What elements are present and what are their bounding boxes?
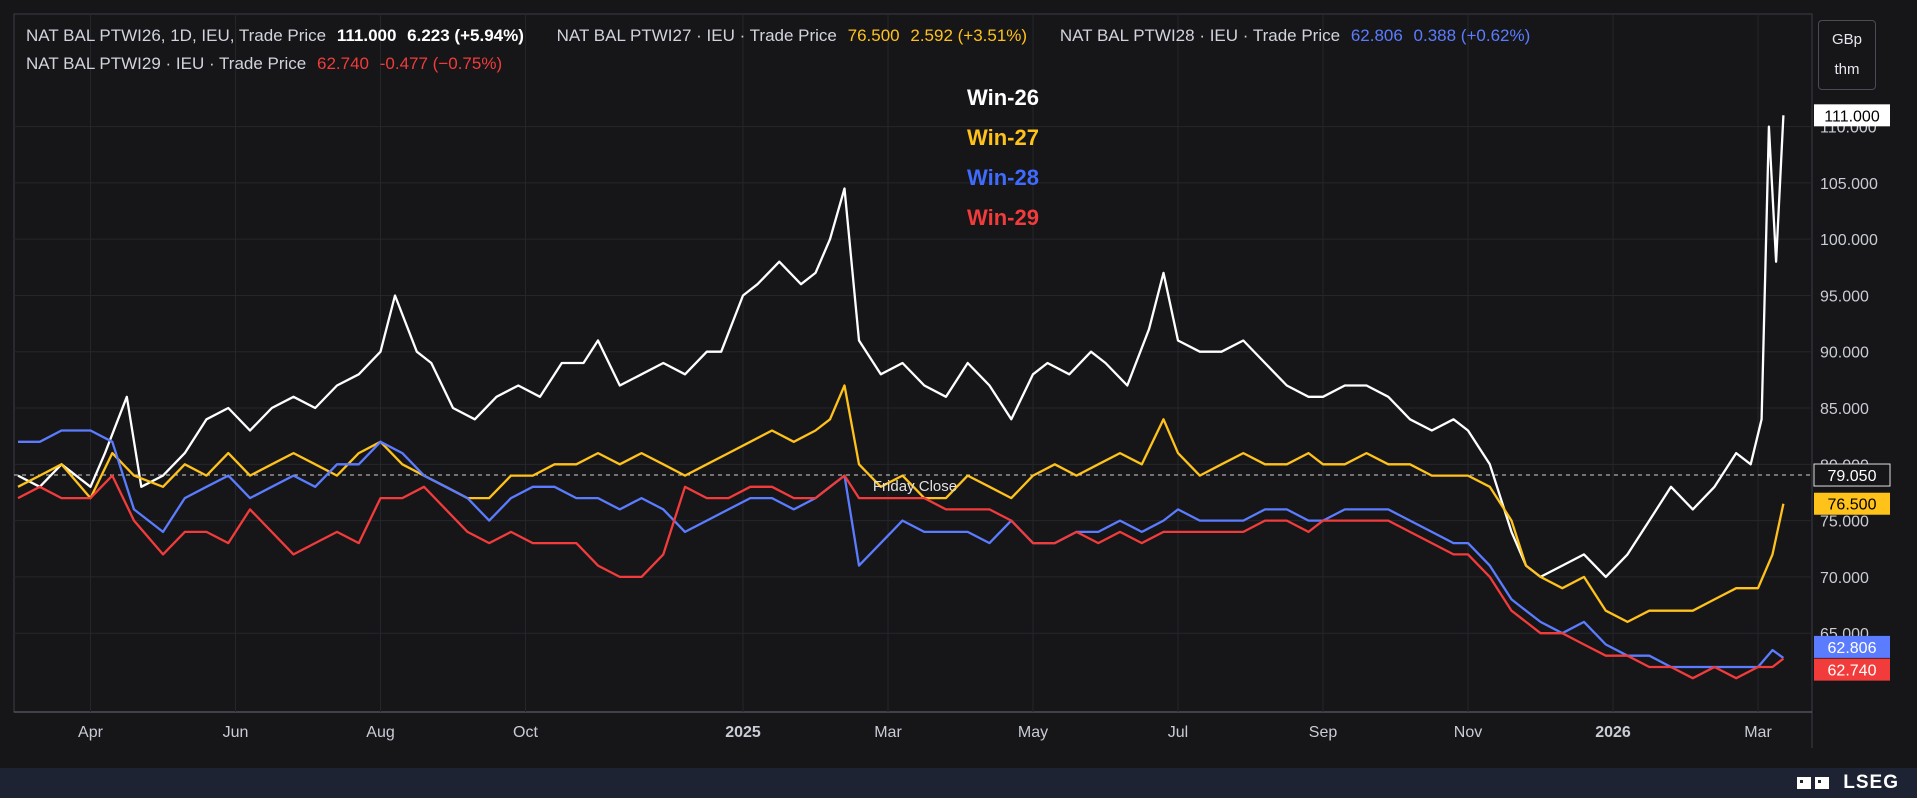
- x-tick-label: Sep: [1309, 724, 1338, 741]
- reference-price-tag: [1813, 463, 1891, 487]
- last-price-tag-win-27: [1814, 492, 1890, 515]
- plot-area-border: [13, 13, 1813, 713]
- x-tick-label: Jun: [223, 724, 249, 741]
- y-tick-label: 70.000: [1820, 570, 1869, 587]
- lseg-lion-icon: [1797, 777, 1830, 789]
- series-header-row-1: NAT BAL PTWI26, 1D, IEU, Trade Price 111…: [26, 26, 1536, 46]
- brand-logo: LSEG: [1795, 772, 1899, 794]
- x-tick-label: Mar: [1744, 724, 1772, 741]
- last-price-label-win-26: 111.000: [1824, 108, 1880, 125]
- series-line-win-27[interactable]: [17, 384, 1785, 624]
- last-price-tag-win-29: [1814, 658, 1890, 681]
- legend-item-win-27: Win-27: [967, 125, 1039, 150]
- y-tick-label: 90.000: [1820, 345, 1869, 362]
- series-line-win-26[interactable]: [17, 115, 1785, 579]
- x-tick-label: Nov: [1454, 724, 1482, 741]
- y-tick-label: 85.000: [1820, 401, 1869, 418]
- legend-item-win-28: Win-28: [967, 165, 1039, 190]
- last-price-tag-win-26: [1814, 104, 1890, 127]
- series-header-win29-name: NAT BAL PTWI29 · IEU · Trade Price: [26, 54, 307, 73]
- x-tick-label: May: [1018, 724, 1048, 741]
- series-header-win28-name: NAT BAL PTWI28 · IEU · Trade Price: [1059, 26, 1341, 45]
- x-tick-label: Aug: [366, 724, 394, 741]
- last-price-label-win-29: 62.740: [1828, 663, 1877, 680]
- series-header-win27-change: 2.592 (+3.51%): [910, 26, 1028, 45]
- friday-close-annotation: Friday Close: [873, 478, 957, 495]
- y-tick-label: 100.000: [1820, 232, 1878, 249]
- brand-name: LSEG: [1843, 772, 1899, 793]
- last-price-label-win-28: 62.806: [1828, 640, 1877, 657]
- last-price-label-win-27: 76.500: [1828, 497, 1877, 514]
- series-line-win-29[interactable]: [17, 474, 1785, 680]
- x-tick-label: Oct: [513, 724, 538, 741]
- legend-item-win-29: Win-29: [967, 205, 1039, 230]
- currency-unit-button[interactable]: GBp thm: [1818, 20, 1876, 90]
- reference-price-label: 79.050: [1828, 468, 1877, 485]
- series-line-win-28[interactable]: [18, 429, 1785, 669]
- series-header-win28-last: 62.806: [1350, 26, 1403, 45]
- x-tick-label: 2026: [1595, 724, 1631, 741]
- series-header-win26-name: NAT BAL PTWI26, 1D, IEU, Trade Price: [26, 26, 327, 45]
- x-tick-label: Jul: [1168, 724, 1188, 741]
- series-header-win28-change: 0.388 (+0.62%): [1413, 26, 1531, 45]
- last-price-tag-win-28: [1814, 635, 1890, 658]
- x-tick-label: Mar: [874, 724, 902, 741]
- unit-currency-label: GBp: [1831, 31, 1862, 48]
- legend-item-win-26: Win-26: [967, 85, 1039, 110]
- x-tick-label: Apr: [78, 724, 104, 741]
- series-header-win29-last: 62.740: [317, 54, 369, 73]
- footer-bar: LSEG: [0, 768, 1917, 798]
- y-tick-label: 95.000: [1820, 288, 1869, 305]
- price-chart[interactable]: 65.00070.00075.00080.00085.00090.00095.0…: [0, 0, 1917, 768]
- unit-measure-label: thm: [1834, 61, 1860, 78]
- series-header-win29-change: -0.477 (−0.75%): [379, 54, 503, 73]
- series-header-win26-last: 111.000: [336, 26, 397, 45]
- series-header-win26-change: 6.223 (+5.94%): [407, 26, 524, 45]
- series-header-win27-name: NAT BAL PTWI27 · IEU · Trade Price: [556, 26, 837, 45]
- y-tick-label: 75.000: [1820, 514, 1869, 531]
- chart-panel: 65.00070.00075.00080.00085.00090.00095.0…: [0, 0, 1917, 768]
- x-tick-label: 2025: [725, 724, 761, 741]
- series-header-row-2: NAT BAL PTWI29 · IEU · Trade Price 62.74…: [26, 54, 508, 74]
- y-tick-label: 105.000: [1820, 176, 1878, 193]
- series-header-win27-last: 76.500: [847, 26, 900, 45]
